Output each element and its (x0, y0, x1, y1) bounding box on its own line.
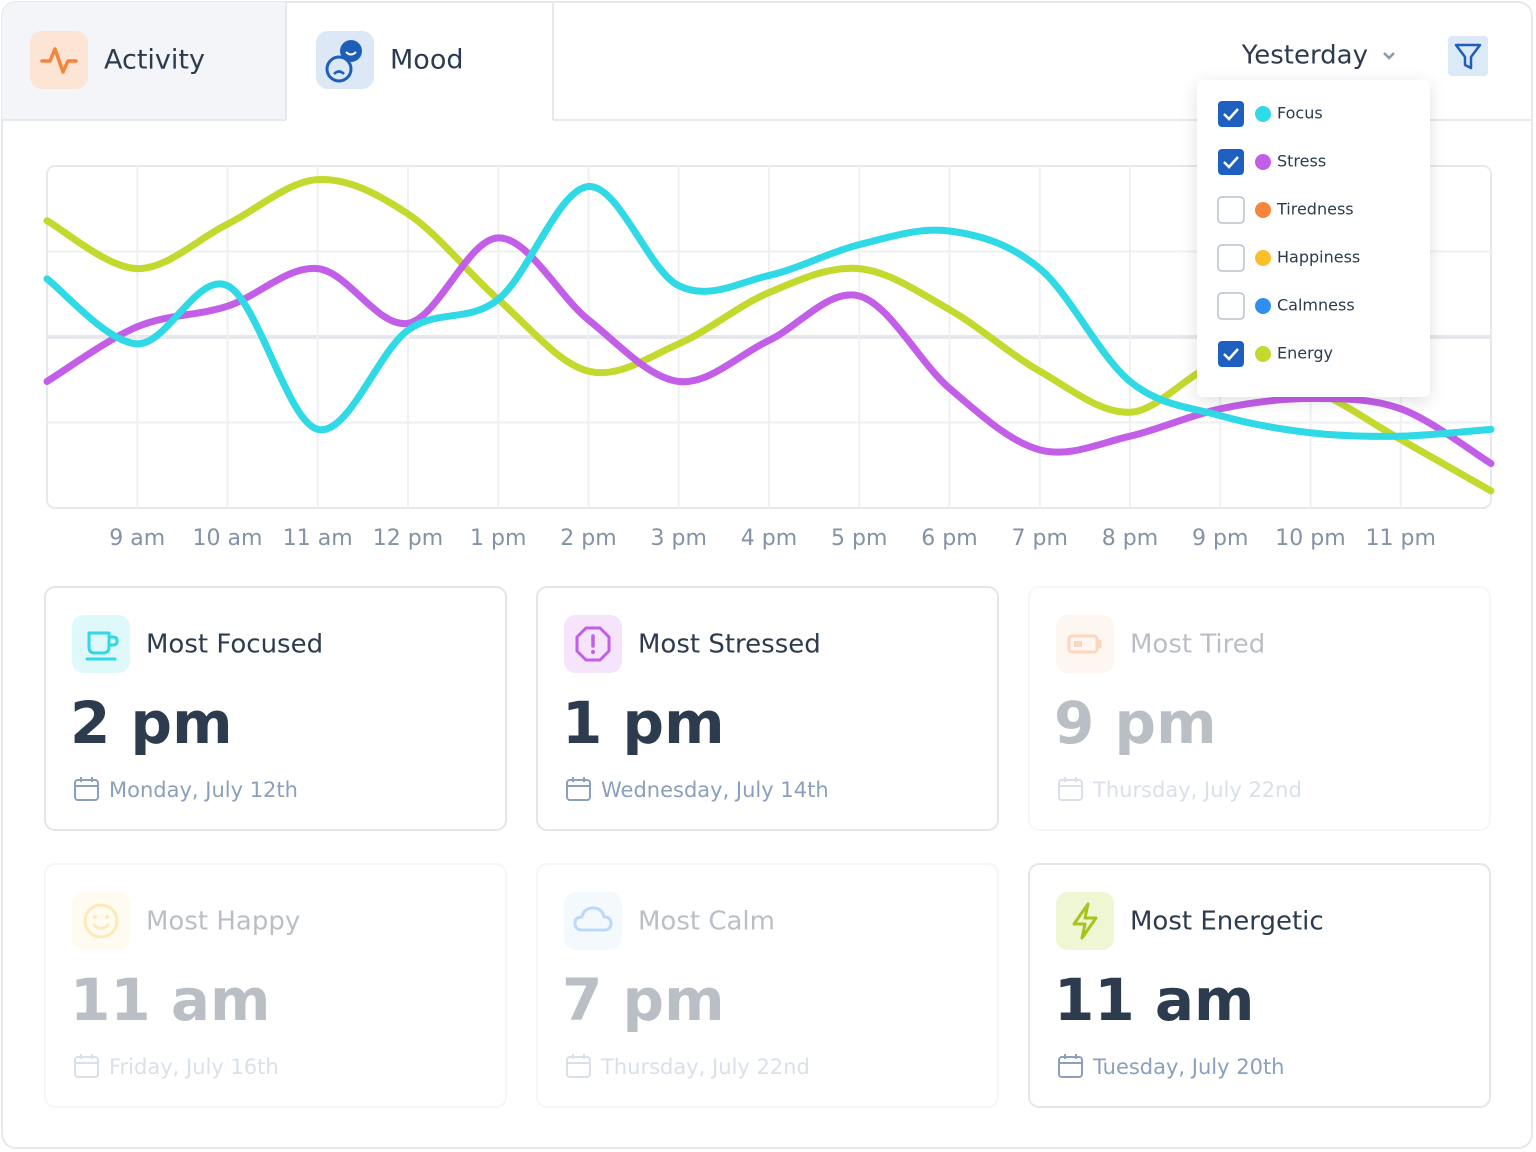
card-title: Most Calm (638, 907, 775, 937)
card-frame (44, 863, 507, 1108)
x-tick-label: 9 am (109, 526, 165, 551)
calendar-icon (74, 1054, 99, 1078)
card-title: Most Stressed (638, 630, 821, 660)
card-frame (536, 863, 999, 1108)
stat-card: Most Energetic 11 am Tuesday, July 20th (1028, 863, 1491, 1108)
calendar-icon (566, 1054, 591, 1078)
x-tick-label: 8 pm (1102, 526, 1158, 551)
x-tick-label: 11 am (283, 526, 353, 551)
dropdown-caret[interactable] (1383, 52, 1395, 60)
legend-label[interactable]: Stress (1277, 152, 1326, 171)
x-tick-label: 4 pm (741, 526, 797, 551)
card-icon (1056, 615, 1114, 673)
stat-card: Most Tired 9 pm Thursday, July 22nd (1028, 586, 1491, 831)
legend-dot (1255, 106, 1271, 122)
calendar-icon (1058, 1054, 1083, 1078)
series-line (43, 183, 1495, 440)
card-date: Thursday, July 22nd (600, 1055, 810, 1079)
card-title: Most Energetic (1130, 907, 1324, 937)
legend-label[interactable]: Energy (1277, 344, 1333, 363)
stat-card: Most Happy 11 am Friday, July 16th (44, 863, 507, 1108)
x-tick-label: 6 pm (921, 526, 977, 551)
card-time: 9 pm (1054, 689, 1217, 757)
card-date: Tuesday, July 20th (1092, 1055, 1285, 1079)
legend-dot (1255, 298, 1271, 314)
card-title: Most Happy (146, 907, 300, 937)
period-select[interactable]: Yesterday (1241, 41, 1368, 71)
checkmark (1223, 348, 1239, 361)
legend-label[interactable]: Tiredness (1276, 200, 1354, 219)
card-time: 11 am (70, 966, 270, 1034)
card-frame (1028, 586, 1491, 831)
legend-label[interactable]: Calmness (1277, 296, 1355, 315)
card-date: Friday, July 16th (109, 1055, 279, 1079)
legend-dot (1255, 250, 1271, 266)
stat-card: Most Calm 7 pm Thursday, July 22nd (536, 863, 999, 1108)
mood-icon (316, 31, 374, 89)
checkbox[interactable] (1217, 292, 1245, 320)
checkbox[interactable] (1218, 341, 1244, 367)
x-tick-label: 11 pm (1366, 526, 1436, 551)
checkbox[interactable] (1218, 101, 1244, 127)
card-time: 2 pm (70, 689, 233, 757)
card-frame (44, 586, 507, 831)
calendar-icon (1058, 777, 1083, 801)
x-tick-label: 2 pm (560, 526, 616, 551)
legend-label[interactable]: Happiness (1277, 248, 1360, 267)
checkbox[interactable] (1217, 196, 1245, 224)
x-tick-label: 9 pm (1192, 526, 1248, 551)
card-title: Most Tired (1130, 630, 1265, 660)
x-tick-label: 3 pm (651, 526, 707, 551)
filter-dropdown (1197, 80, 1430, 397)
calendar-icon (566, 777, 591, 801)
x-tick-label: 1 pm (470, 526, 526, 551)
card-icon (564, 892, 622, 950)
x-tick-label: 10 am (193, 526, 263, 551)
series-line (43, 234, 1495, 468)
checkmark (1223, 156, 1239, 169)
card-frame (1028, 863, 1491, 1108)
legend-label[interactable]: Focus (1277, 104, 1323, 123)
activity-icon (30, 31, 88, 89)
checkbox[interactable] (1218, 149, 1244, 175)
card-date: Wednesday, July 14th (601, 778, 829, 802)
checkbox[interactable] (1217, 244, 1245, 272)
card-time: 1 pm (562, 689, 725, 757)
card-icon (1056, 892, 1114, 950)
card-icon (72, 892, 130, 950)
card-icon (564, 615, 622, 673)
card-time: 7 pm (562, 966, 725, 1034)
stat-card: Most Stressed 1 pm Wednesday, July 14th (536, 586, 999, 831)
checkmark (1223, 108, 1239, 121)
card-date: Monday, July 12th (109, 778, 298, 802)
card-frame (536, 586, 999, 831)
x-tick-label: 12 pm (373, 526, 443, 551)
calendar-icon (74, 777, 99, 801)
tab-label[interactable]: Activity (104, 45, 205, 76)
tab-label[interactable]: Mood (390, 45, 463, 76)
x-tick-label: 10 pm (1275, 526, 1345, 551)
card-time: 11 am (1054, 966, 1254, 1034)
stat-card: Most Focused 2 pm Monday, July 12th (44, 586, 507, 831)
legend-dot (1255, 346, 1271, 362)
x-tick-label: 5 pm (831, 526, 887, 551)
card-title: Most Focused (146, 630, 323, 660)
card-date: Thursday, July 22nd (1092, 778, 1302, 802)
legend-dot (1255, 154, 1271, 170)
filter-button[interactable] (1448, 36, 1488, 76)
card-icon (72, 615, 130, 673)
x-tick-label: 7 pm (1012, 526, 1068, 551)
legend-dot (1255, 202, 1271, 218)
